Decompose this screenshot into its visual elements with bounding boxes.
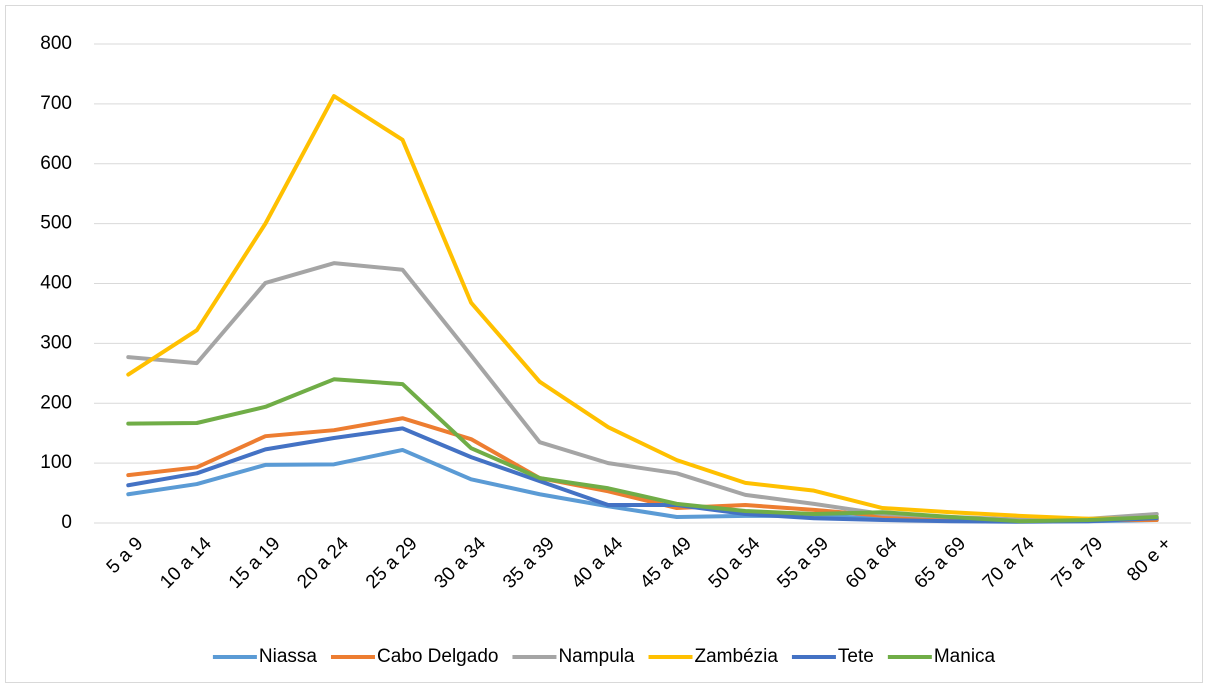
- series-line: [126, 426, 1159, 524]
- legend: Niassa Cabo Delgado Nampula Zambézia Tete Man…: [212, 646, 996, 667]
- legend-label: Nampula: [558, 646, 634, 667]
- y-tick-label: 300: [40, 332, 72, 353]
- y-tick-label: 500: [40, 213, 72, 234]
- y-tick-label: 0: [61, 512, 72, 533]
- series-line: [126, 94, 1159, 521]
- legend-label: Niassa: [259, 646, 318, 667]
- legend-label: Tete: [838, 646, 874, 667]
- legend-label: Cabo Delgado: [377, 646, 498, 667]
- legend-label: Manica: [934, 646, 996, 667]
- y-tick-label: 200: [40, 392, 72, 413]
- y-tick-label: 100: [40, 452, 72, 473]
- series-line: [126, 377, 1159, 524]
- legend-label: Zambézia: [695, 646, 779, 667]
- y-tick-label: 700: [40, 93, 72, 114]
- chart-border: [5, 5, 1203, 683]
- y-tick-label: 400: [40, 273, 72, 294]
- y-tick-label: 800: [40, 33, 72, 54]
- y-tick-label: 600: [40, 153, 72, 174]
